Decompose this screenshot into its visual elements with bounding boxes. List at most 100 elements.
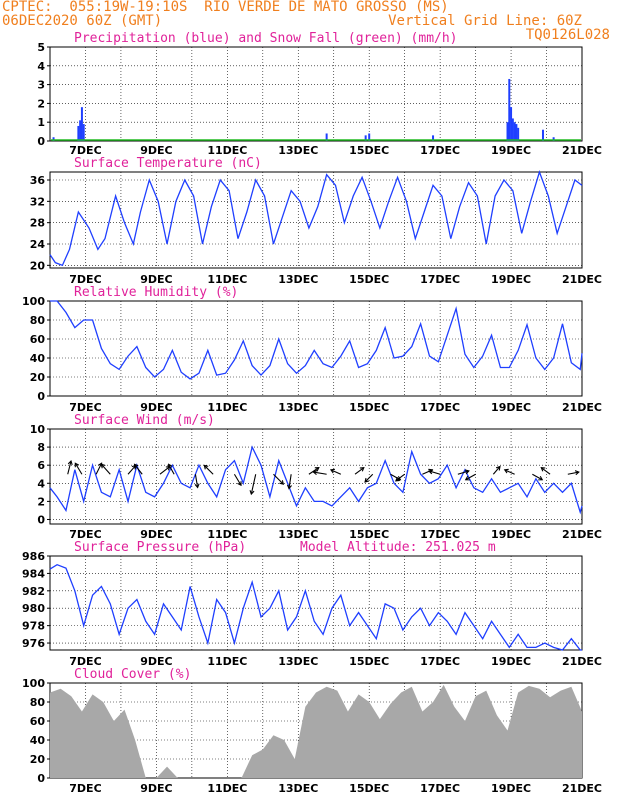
wind-arrow-head [167,463,173,469]
x-tick-label: 7DEC [69,528,101,541]
y-tick-label: 982 [22,585,45,598]
y-tick-label: 100 [22,295,45,308]
x-tick-label: 17DEC [420,782,460,795]
cloud-cover-area [50,684,582,778]
panel-frame [49,428,583,525]
x-tick-label: 17DEC [420,655,460,668]
panel-frame [49,171,583,269]
y-tick-label: 1 [37,116,45,129]
x-tick-label: 19DEC [491,144,531,157]
wind-arrow [364,473,374,483]
x-tick-label: 7DEC [69,401,101,414]
wind-arrow [134,464,143,475]
y-tick-label: 0 [37,135,45,148]
wind-arrow-head [203,464,209,470]
y-tick-label: 0 [37,772,45,785]
x-tick-label: 11DEC [207,273,247,286]
wind-arrow-head [329,468,335,474]
series-line [49,563,582,651]
x-tick-label: 15DEC [349,782,389,795]
wind-arrow [101,463,111,475]
header-date: 06DEC2020 60Z (GMT) [2,13,163,29]
wind-arrow [457,470,470,475]
precip-bar [325,133,328,141]
wind-arrow-head [249,490,255,496]
y-tick-label: 6 [37,459,45,472]
series-line [50,300,583,380]
panel-title: Surface Temperature (nC) [74,156,262,171]
x-tick-label: 13DEC [278,655,318,668]
y-tick-label: 986 [22,550,45,563]
y-tick-label: 978 [22,620,45,633]
x-tick-label: 11DEC [207,655,247,668]
x-tick-label: 21DEC [562,528,602,541]
x-tick-label: 13DEC [278,144,318,157]
panel-title: Relative Humidity (%) [74,285,238,300]
y-tick-label: 2 [37,495,45,508]
wind-arrow [288,474,292,489]
y-tick-label: 60 [30,715,46,728]
panel-annotation: Model Altitude: 251.025 m [300,540,496,555]
panel-title: Surface Wind (m/s) [74,413,215,428]
y-tick-label: 100 [22,677,45,690]
wind-arrow [354,467,365,475]
y-tick-label: 3 [37,79,45,92]
wind-arrow [250,474,257,495]
x-tick-label: 21DEC [562,273,602,286]
y-tick-label: 980 [22,602,45,615]
precip-bar [506,122,509,141]
x-tick-label: 21DEC [562,401,602,414]
wind-arrow [492,466,501,475]
x-tick-label: 21DEC [562,144,602,157]
precip-bar [511,118,514,141]
precip-bar [508,78,511,141]
x-tick-label: 7DEC [69,144,101,157]
wind-arrow-head [364,477,370,483]
precip-bar [52,137,55,141]
x-tick-label: 11DEC [207,144,247,157]
panel-title: Precipitation (blue) and Snow Fall (gree… [74,31,458,46]
precip-bar [552,137,555,141]
x-tick-label: 21DEC [562,782,602,795]
wind-arrow-head [538,475,544,481]
wind-arrow-head [464,469,470,475]
wind-arrow-head [194,483,200,489]
wind-arrow [168,464,175,475]
precip-bar [82,124,85,141]
wind-arrow-head [503,468,509,474]
y-tick-label: 0 [37,513,45,526]
wind-arrow-head [286,484,292,490]
panel-title: Surface Pressure (hPa) [74,540,246,555]
wind-arrow [233,473,242,486]
x-tick-label: 7DEC [69,655,101,668]
y-tick-label: 40 [30,352,46,365]
x-tick-label: 7DEC [69,273,101,286]
wind-arrow [203,465,214,475]
header-station: CPTEC: 055:19W-19:10S RIO VERDE DE MATO … [2,0,449,15]
wind-arrow [540,467,551,475]
y-tick-label: 5 [37,41,45,54]
y-tick-label: 984 [22,567,45,580]
x-tick-label: 9DEC [140,528,172,541]
wind-arrow-head [540,466,546,472]
precip-bar [432,135,435,141]
x-tick-label: 11DEC [207,528,247,541]
wind-arrow [532,473,543,481]
wind-arrow [465,473,476,481]
wind-arrow [504,469,515,475]
wind-arrow [95,462,103,475]
wind-arrow [308,467,320,475]
y-tick-label: 4 [37,60,45,73]
x-tick-label: 9DEC [140,273,172,286]
precip-bar [513,122,516,141]
y-tick-label: 36 [30,174,46,187]
y-tick-label: 8 [37,441,45,454]
y-tick-label: 32 [30,195,45,208]
y-tick-label: 60 [30,333,46,346]
wind-arrow-head [100,463,106,469]
wind-arrow-head [279,480,285,485]
y-tick-label: 24 [30,238,46,251]
panel-frame [49,300,583,397]
header-grid-line: Vertical Grid Line: 60Z [388,13,582,29]
panel-frame [49,46,583,142]
